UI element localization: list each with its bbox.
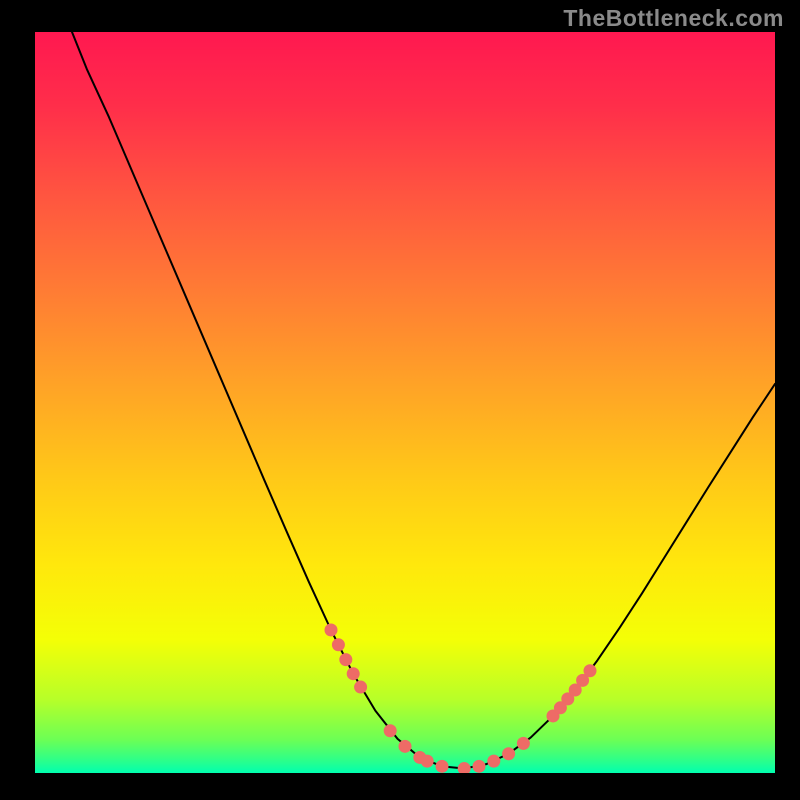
marker-dot	[384, 724, 397, 737]
gradient-background	[35, 32, 775, 773]
marker-dot	[584, 664, 597, 677]
marker-dot	[347, 667, 360, 680]
marker-dot	[487, 755, 500, 768]
marker-dot	[325, 623, 338, 636]
plot-area	[35, 32, 775, 773]
chart-svg	[35, 32, 775, 773]
chart-container: TheBottleneck.com	[0, 0, 800, 800]
marker-dot	[421, 755, 434, 768]
marker-dot	[517, 737, 530, 750]
marker-dot	[354, 681, 367, 694]
marker-dot	[339, 653, 352, 666]
marker-dot	[502, 747, 515, 760]
watermark-text: TheBottleneck.com	[563, 5, 784, 32]
marker-dot	[436, 760, 449, 773]
marker-dot	[399, 740, 412, 753]
marker-dot	[332, 638, 345, 651]
marker-dot	[473, 760, 486, 773]
